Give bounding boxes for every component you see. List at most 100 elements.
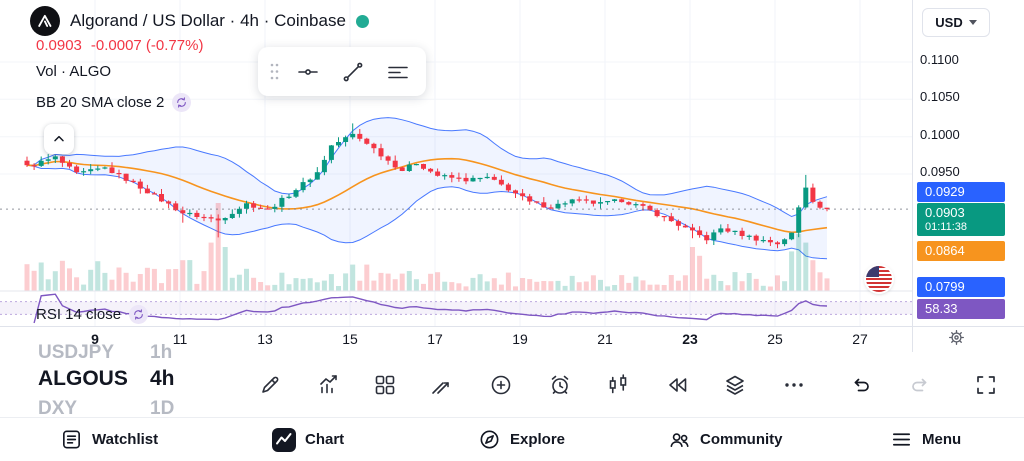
market-status-dot bbox=[355, 14, 369, 28]
currency-label: USD bbox=[935, 15, 963, 30]
time-axis-label: 23 bbox=[682, 331, 698, 347]
nav-label: Community bbox=[700, 431, 783, 448]
time-axis-label: 19 bbox=[512, 331, 528, 347]
redo-arrow-icon bbox=[912, 378, 927, 392]
watchlist-icon bbox=[63, 430, 80, 449]
parallel-lines-icon bbox=[387, 66, 408, 78]
time-axis-label: 15 bbox=[342, 331, 358, 347]
price-change-row: 0.0903 -0.0007 (-0.77%) bbox=[36, 37, 203, 54]
nav-label: Watchlist bbox=[92, 431, 159, 448]
rsi-indicator-row: RSI 14 close bbox=[36, 305, 149, 324]
watchlist-row[interactable]: DXY 1D bbox=[38, 398, 175, 416]
more-options-button[interactable] bbox=[773, 364, 815, 406]
nav-label: Chart bbox=[305, 431, 345, 448]
chevron-down-icon bbox=[968, 20, 977, 25]
trend-line-tool-button[interactable] bbox=[330, 52, 375, 92]
bb-basis-price-badge: 0.0864 bbox=[917, 241, 1005, 261]
indicator-sync-icon bbox=[129, 305, 149, 324]
chart-icon bbox=[272, 427, 296, 452]
time-axis-label: 9 bbox=[91, 331, 99, 347]
compass-icon bbox=[480, 430, 499, 449]
layers-icon bbox=[726, 375, 744, 395]
watchlist-row-active[interactable]: ALGOUS 4h bbox=[38, 367, 175, 390]
algorand-logo-icon bbox=[30, 6, 60, 36]
nav-label: Menu bbox=[922, 431, 962, 448]
chevron-up-icon bbox=[54, 135, 64, 142]
rsi-indicator-label[interactable]: RSI 14 close bbox=[36, 306, 122, 323]
symbol-title[interactable]: Algorand / US Dollar · 4h · Coinbase bbox=[70, 11, 346, 30]
nav-community[interactable]: Community bbox=[668, 418, 783, 461]
price-axis-separator bbox=[912, 0, 913, 352]
redo-button[interactable] bbox=[900, 364, 942, 406]
chart-type-button[interactable] bbox=[597, 364, 639, 406]
bb-upper-price-badge: 0.0929 bbox=[917, 182, 1005, 202]
time-axis-label: 25 bbox=[767, 331, 783, 347]
replay-button[interactable] bbox=[656, 364, 698, 406]
us-economic-event-icon[interactable] bbox=[866, 266, 892, 292]
watchlist-row[interactable]: USDJPY 1h bbox=[38, 342, 173, 363]
drag-handle[interactable] bbox=[264, 62, 285, 81]
pencil-icon bbox=[262, 376, 279, 393]
fullscreen-icon bbox=[977, 376, 995, 394]
undo-arrow-icon bbox=[854, 378, 869, 392]
price-chart-canvas[interactable] bbox=[0, 0, 912, 352]
layout-templates-button[interactable] bbox=[364, 364, 406, 406]
undo-button[interactable] bbox=[839, 364, 881, 406]
drag-dots-icon bbox=[270, 63, 279, 80]
chart-settings-button[interactable] bbox=[947, 328, 966, 347]
trend-line-icon bbox=[343, 62, 362, 81]
price-axis-label: 0.0950 bbox=[920, 164, 960, 179]
horizontal-line-tool-button[interactable] bbox=[285, 52, 330, 92]
add-button[interactable] bbox=[480, 364, 522, 406]
parallel-lines-tool-button[interactable] bbox=[375, 52, 420, 92]
plus-circle-icon bbox=[491, 375, 511, 395]
fullscreen-button[interactable] bbox=[965, 364, 1007, 406]
indicators-icon bbox=[320, 375, 337, 394]
bb-lower-price-badge: 0.0799 bbox=[917, 277, 1005, 297]
time-axis-label: 13 bbox=[257, 331, 273, 347]
nav-label: Explore bbox=[510, 431, 566, 448]
time-axis-label: 21 bbox=[597, 331, 613, 347]
price-change-text: -0.0007 (-0.77%) bbox=[90, 37, 204, 54]
last-price-badge: 0.0903 01:11:38 bbox=[917, 203, 1005, 236]
price-axis-label: 0.1100 bbox=[920, 52, 959, 67]
symbol-header: Algorand / US Dollar · 4h · Coinbase bbox=[30, 6, 369, 36]
nav-explore[interactable]: Explore bbox=[478, 418, 565, 461]
bar-countdown: 01:11:38 bbox=[925, 220, 968, 233]
floating-drawing-toolbar bbox=[258, 47, 426, 96]
watchlist-peek: USDJPY 1h ALGOUS 4h DXY 1D bbox=[38, 342, 258, 416]
time-axis-label: 27 bbox=[852, 331, 868, 347]
last-price-text: 0.0903 bbox=[36, 37, 82, 54]
time-axis-label: 11 bbox=[172, 331, 188, 347]
nav-watchlist[interactable]: Watchlist bbox=[60, 418, 158, 461]
candles-icon bbox=[609, 374, 627, 394]
volume-indicator-label[interactable]: Vol · ALGO bbox=[36, 63, 112, 80]
indicators-button[interactable] bbox=[308, 364, 350, 406]
flag-canton bbox=[866, 266, 879, 277]
rewind-icon bbox=[669, 378, 687, 392]
alarm-clock-icon bbox=[551, 375, 569, 394]
people-icon bbox=[670, 433, 689, 448]
bottom-navigation: Watchlist Chart Explore Community bbox=[0, 417, 1024, 461]
rsi-value-badge: 58.33 bbox=[917, 299, 1005, 319]
grid-layout-icon bbox=[375, 375, 395, 395]
horizontal-line-icon bbox=[297, 68, 318, 75]
trend-tools-button[interactable] bbox=[420, 364, 462, 406]
ellipsis-icon bbox=[785, 383, 803, 387]
price-axis-label: 0.1000 bbox=[920, 127, 960, 142]
nav-menu[interactable]: Menu bbox=[890, 418, 961, 461]
draw-tool-button[interactable] bbox=[249, 364, 291, 406]
time-axis-label: 17 bbox=[427, 331, 443, 347]
price-axis-label: 0.1050 bbox=[920, 89, 960, 104]
nav-chart-active[interactable]: Chart bbox=[272, 418, 344, 461]
bb-indicator-row: BB 20 SMA close 2 bbox=[36, 93, 192, 112]
collapse-legend-button[interactable] bbox=[44, 124, 74, 154]
alerts-button[interactable] bbox=[539, 364, 581, 406]
gear-icon bbox=[949, 330, 964, 345]
bb-indicator-label[interactable]: BB 20 SMA close 2 bbox=[36, 94, 165, 111]
time-axis-separator bbox=[0, 326, 1024, 327]
trend-lines-icon bbox=[432, 382, 449, 394]
currency-dropdown[interactable]: USD bbox=[922, 8, 990, 37]
object-tree-button[interactable] bbox=[714, 364, 756, 406]
